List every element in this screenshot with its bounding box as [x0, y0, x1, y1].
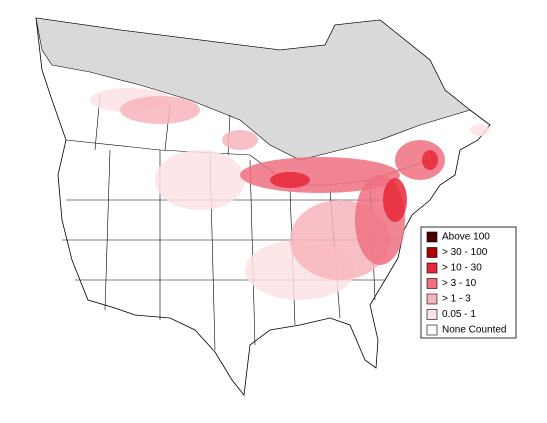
- legend-items: Above 100 > 30 - 100 > 10 - 30 > 3 - 10 > 1 …: [426, 231, 507, 336]
- legend-label: > 1 - 3: [442, 294, 471, 305]
- abundance-areas: [90, 88, 490, 300]
- legend-swatch: [426, 231, 438, 243]
- abundance-area: [222, 130, 258, 150]
- legend-swatch: [426, 324, 438, 336]
- abundance-area: [422, 150, 438, 170]
- legend-swatch: [426, 293, 438, 305]
- legend: Above 100 > 30 - 100 > 10 - 30 > 3 - 10 > 1 …: [420, 226, 517, 339]
- legend-label: None Counted: [442, 325, 507, 336]
- legend-swatch: [426, 278, 438, 289]
- abundance-area: [270, 172, 310, 188]
- abundance-area: [120, 96, 200, 124]
- legend-label: 0.05 - 1: [442, 309, 476, 320]
- abundance-area: [470, 124, 490, 136]
- land: [35, 17, 491, 396]
- northern-region: [35, 17, 471, 161]
- legend-swatch: [426, 247, 438, 258]
- legend-swatch: [426, 262, 438, 274]
- abundance-area: [155, 150, 245, 210]
- legend-label: > 30 - 100: [442, 247, 488, 258]
- abundance-area: [383, 178, 407, 222]
- legend-swatch: [426, 309, 438, 320]
- abundance-area: [395, 140, 445, 180]
- legend-label: > 10 - 30: [442, 263, 482, 274]
- legend-label: Above 100: [442, 232, 490, 243]
- legend-label: > 3 - 10: [442, 278, 477, 289]
